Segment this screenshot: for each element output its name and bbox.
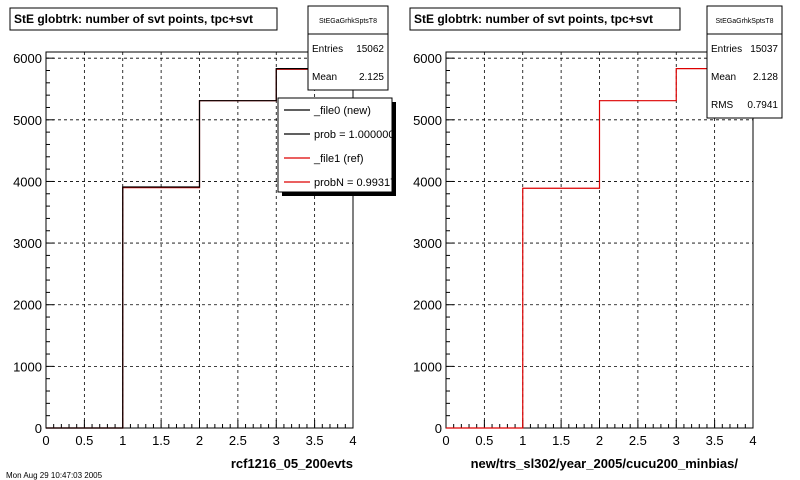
y-tick-label: 6000 (413, 51, 442, 66)
stats-label: Entries (711, 44, 742, 55)
y-tick-label: 3000 (413, 236, 442, 251)
footer-timestamp: Mon Aug 29 10:47:03 2005 (6, 471, 103, 480)
x-axis-label: new/trs_sl302/year_2005/cucu200_minbias/ (471, 456, 739, 471)
legend-entry-label: probN = 0.99317 (314, 177, 396, 189)
stats-value: 15062 (356, 44, 384, 55)
stats-label: Mean (711, 72, 736, 83)
chart-panel-2: 0 0.5 1 1.5 2 2.5 3 3.5 4 0 1000 2000 3000 4000 5000 60… (409, 5, 783, 471)
y-tick-label: 1000 (13, 359, 42, 374)
x-tick-label: 0.5 (475, 433, 493, 448)
y-tick-label: 0 (35, 421, 42, 436)
stats-label: RMS (711, 100, 734, 111)
chart-title: StE globtrk: number of svt points, tpc+s… (14, 12, 253, 26)
y-tick-label: 2000 (413, 298, 442, 313)
y-tick-label: 5000 (413, 113, 442, 128)
x-tick-label: 4 (749, 433, 756, 448)
stats-label: Mean (312, 72, 337, 83)
x-tick-label: 2 (596, 433, 603, 448)
stats-value: 2.125 (359, 72, 384, 83)
y-tick-label: 2000 (13, 298, 42, 313)
x-tick-label: 2 (196, 433, 203, 448)
title-box (409, 7, 681, 31)
y-tick-label: 5000 (13, 113, 42, 128)
x-axis-label: rcf1216_05_200evts (231, 456, 353, 471)
x-tick-label: 3.5 (706, 433, 724, 448)
x-tick-label: 2.5 (229, 433, 247, 448)
y-tick-label: 4000 (13, 174, 42, 189)
chart-title: StE globtrk: number of svt points, tpc+s… (414, 12, 653, 26)
x-tick-label: 1 (119, 433, 126, 448)
legend: _file0 (new) prob = 1.000000 _file1 (ref) p… (284, 105, 396, 189)
x-tick-label: 1.5 (552, 433, 570, 448)
x-tick-label: 0.5 (75, 433, 93, 448)
histogram-series-1 (46, 68, 353, 429)
stats-box (307, 5, 389, 91)
title-box (9, 7, 278, 31)
stats-name: StEGaGrhkSptsT8 (716, 18, 774, 25)
stats-box (706, 5, 783, 119)
legend-entry-label: prob = 1.000000 (314, 129, 394, 141)
x-tick-label: 0 (442, 433, 449, 448)
legend-box (277, 97, 393, 193)
y-tick-label: 4000 (413, 174, 442, 189)
x-tick-label: 3 (273, 433, 280, 448)
x-tick-label: 4 (349, 433, 356, 448)
chart-panel-1: 0 0.5 1 1.5 2 2.5 3 3.5 4 0 1000 2000 3000 4000 5000 60… (9, 5, 396, 471)
x-tick-label: 1.5 (152, 433, 170, 448)
stats-value: 15037 (750, 44, 778, 55)
y-tick-label: 1000 (413, 359, 442, 374)
histogram-series-1 (446, 68, 753, 429)
y-tick-label: 0 (435, 421, 442, 436)
stats-value: 0.7941 (747, 100, 778, 111)
y-tick-label: 3000 (13, 236, 42, 251)
x-tick-label: 1 (519, 433, 526, 448)
x-tick-label: 0 (42, 433, 49, 448)
stats-label: Entries (312, 44, 343, 55)
x-tick-label: 2.5 (629, 433, 647, 448)
legend-entry-label: _file0 (new) (313, 105, 371, 117)
stats-name: StEGaGrhkSptsT8 (319, 18, 377, 25)
y-tick-label: 6000 (13, 51, 42, 66)
legend-entry-label: _file1 (ref) (313, 153, 364, 165)
stats-value: 2.128 (753, 72, 778, 83)
x-tick-label: 3 (673, 433, 680, 448)
x-tick-label: 3.5 (306, 433, 324, 448)
